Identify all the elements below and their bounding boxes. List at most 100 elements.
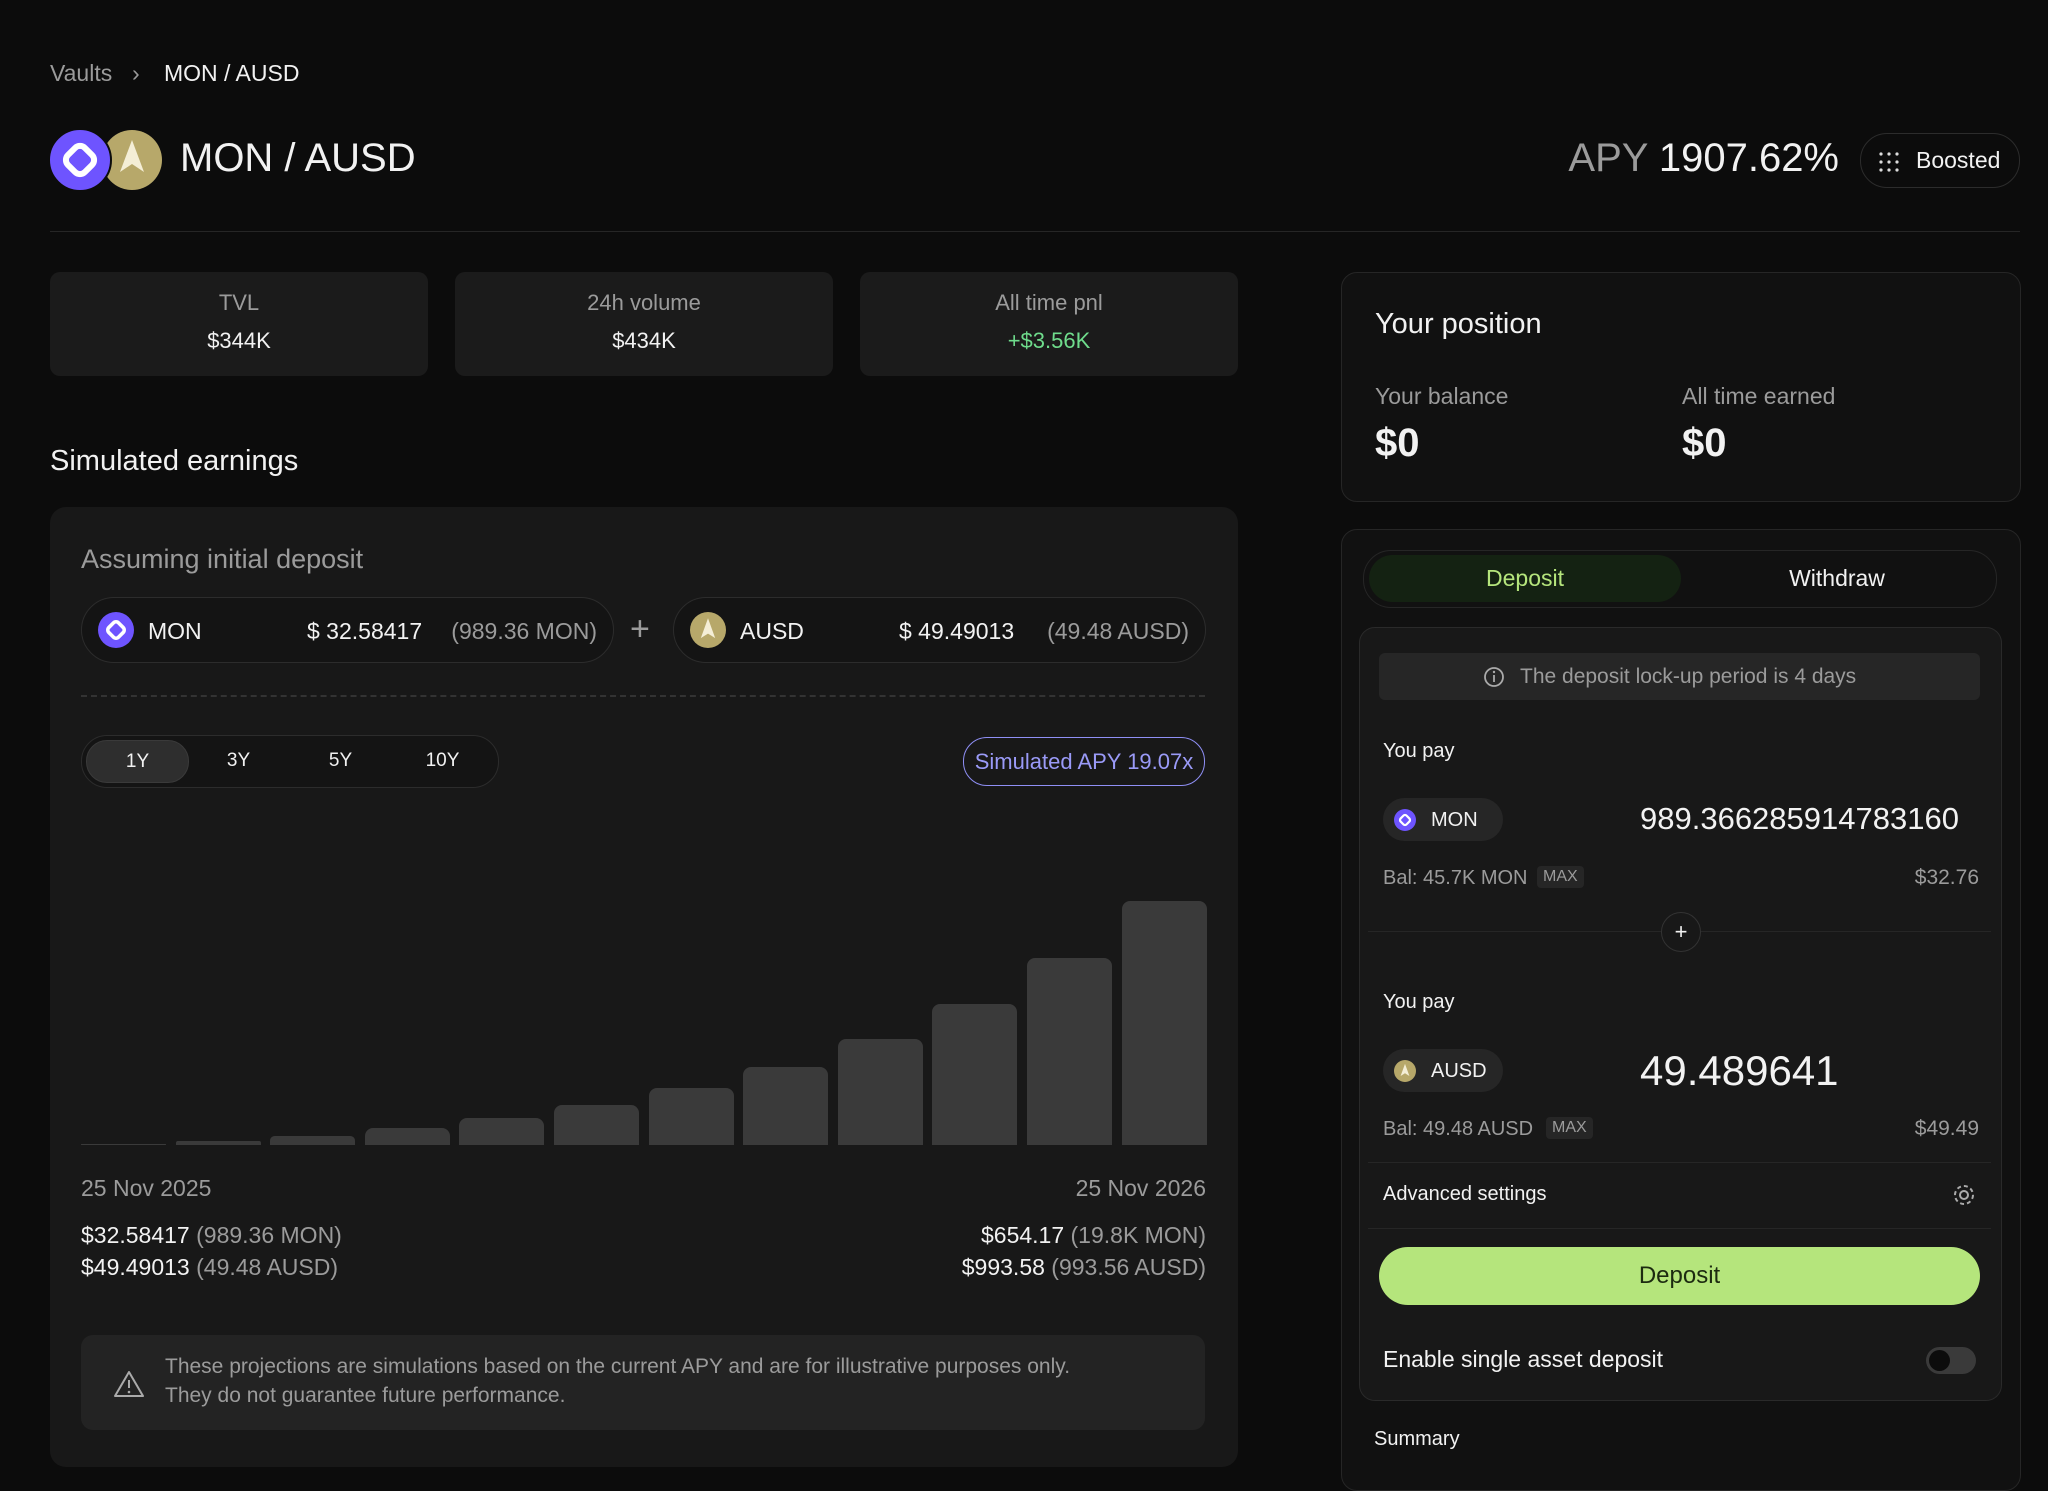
balance: $0 [1375,421,1420,465]
badge-text: Boosted [1916,147,2001,173]
period[interactable]: 3Y [226,750,251,771]
tab-active[interactable]: Deposit [1369,555,1681,602]
period[interactable]: 10Y [425,750,460,771]
bar-chart [81,880,1207,1145]
usd: $993.58 [961,1254,1045,1280]
end-value: $993.58 (993.56 AUSD) [962,1254,1206,1281]
bar [743,1066,829,1145]
token-icons [48,128,162,192]
boosted-badge: Boosted [1860,133,2020,188]
stat-value: +$3.56K [1007,328,1091,353]
toggle[interactable] [1926,1347,1976,1374]
usd: $49.49013 [81,1254,190,1280]
bar [364,1128,450,1145]
stat-value: $344K [207,328,271,353]
usd: $654.17 [980,1222,1065,1248]
token-name: MON [148,618,202,644]
pay-amount[interactable]: 989.366285914783160 [1640,801,1959,836]
apy-label: APY [1568,136,1648,180]
balance-label: Your balance [1375,383,1509,409]
pay-balance: Bal: 45.7K MON [1383,867,1528,889]
position-card: Your position Your balance $0 All time e… [1341,272,2021,502]
section-title: Simulated earnings [50,445,299,477]
toggle-knob [1929,1350,1950,1371]
disclaimer-line: These projections are simulations based … [165,1355,1071,1378]
stat-value: $434K [612,328,676,353]
stat-label: 24h volume [587,290,701,315]
settings-icon[interactable] [1952,1183,1976,1207]
stat-card: All time pnl +$3.56K [860,272,1238,376]
max-button[interactable]: MAX [1546,1117,1593,1139]
bar [270,1135,356,1145]
bar [554,1104,639,1145]
token-select[interactable]: AUSD [1383,1049,1503,1092]
boost-icon [1879,152,1899,172]
apy: APY 1907.62% [1568,136,1839,181]
divider [1368,1228,1991,1229]
token-name: MON [1431,809,1478,831]
stat-label: TVL [218,290,260,315]
stat-card: 24h volume $434K [455,272,833,376]
end-date: 25 Nov 2026 [1075,1175,1206,1201]
token-input: AUSD $ 49.49013 (49.48 AUSD) [673,597,1206,663]
pay-label: You pay [1383,991,1455,1013]
pay-balance: Bal: 49.48 AUSD [1383,1118,1534,1140]
earned-label: All time earned [1682,383,1836,409]
pay-label: You pay [1383,740,1455,762]
divider [1368,1162,1991,1163]
plus-circle: + [1661,912,1701,952]
stat-card: TVL $344K [50,272,428,376]
period-active[interactable]: 1Y [86,740,189,783]
pay-usd: $49.49 [1914,1117,1979,1140]
page: Vaults › MON / AUSD MON / AUSD APY 1907.… [48,60,2021,1491]
earned: $0 [1682,421,1727,465]
bar [1121,901,1207,1145]
bar [837,1039,923,1145]
amount: (49.48 AUSD) [196,1254,339,1280]
amount: (993.56 AUSD) [1051,1254,1206,1280]
simulated-apy: Simulated APY 19.07x [963,737,1205,786]
amount: (989.36 MON) [196,1222,342,1248]
tab[interactable]: Withdraw [1789,565,1885,591]
vault-title: MON / AUSD [180,136,416,180]
token-icon [1394,809,1416,831]
period[interactable]: 5Y [328,750,353,771]
start-value: $49.49013 (49.48 AUSD) [81,1254,338,1281]
warning-icon [114,1371,144,1397]
token-icon [98,612,134,648]
subtitle: Assuming initial deposit [81,544,364,574]
bar [648,1087,734,1145]
max-button[interactable]: MAX [1537,866,1584,888]
dashed-divider [81,695,1205,697]
bar [175,1141,261,1145]
plus: + [630,610,650,648]
stat-label: All time pnl [995,290,1103,315]
lockup-note: The deposit lock-up period is 4 days [1379,653,1980,700]
token-select[interactable]: MON [1383,798,1503,841]
bar [459,1117,545,1145]
advanced-settings[interactable]: Advanced settings [1383,1183,1547,1205]
info-icon [1484,667,1504,687]
note-text: The deposit lock-up period is 4 days [1520,665,1857,688]
breadcrumb-link[interactable]: Vaults [50,60,113,86]
token-name: AUSD [740,618,804,644]
start-value: $32.58417 (989.36 MON) [81,1222,342,1249]
token-usd: $ 49.49013 [899,618,1015,644]
divider [50,231,2020,232]
deposit-button[interactable]: Deposit [1379,1247,1980,1305]
bar [1027,958,1112,1145]
pay-amount[interactable]: 49.489641 [1640,1047,1839,1094]
token-input: MON $ 32.58417 (989.36 MON) [81,597,614,663]
breadcrumb-separator: › [132,60,140,86]
token-usd: $ 32.58417 [307,618,423,644]
apy-value: 1907.62% [1658,136,1839,180]
form-tabs [1363,550,1997,608]
breadcrumb-current: MON / AUSD [164,60,300,86]
summary-title: Summary [1374,1428,1460,1450]
token-icon [1394,1060,1416,1082]
position-title: Your position [1375,308,1542,340]
bar [932,1004,1018,1145]
amount: (19.8K MON) [1070,1222,1206,1248]
single-asset-label: Enable single asset deposit [1383,1346,1664,1372]
token-icon [690,612,726,648]
